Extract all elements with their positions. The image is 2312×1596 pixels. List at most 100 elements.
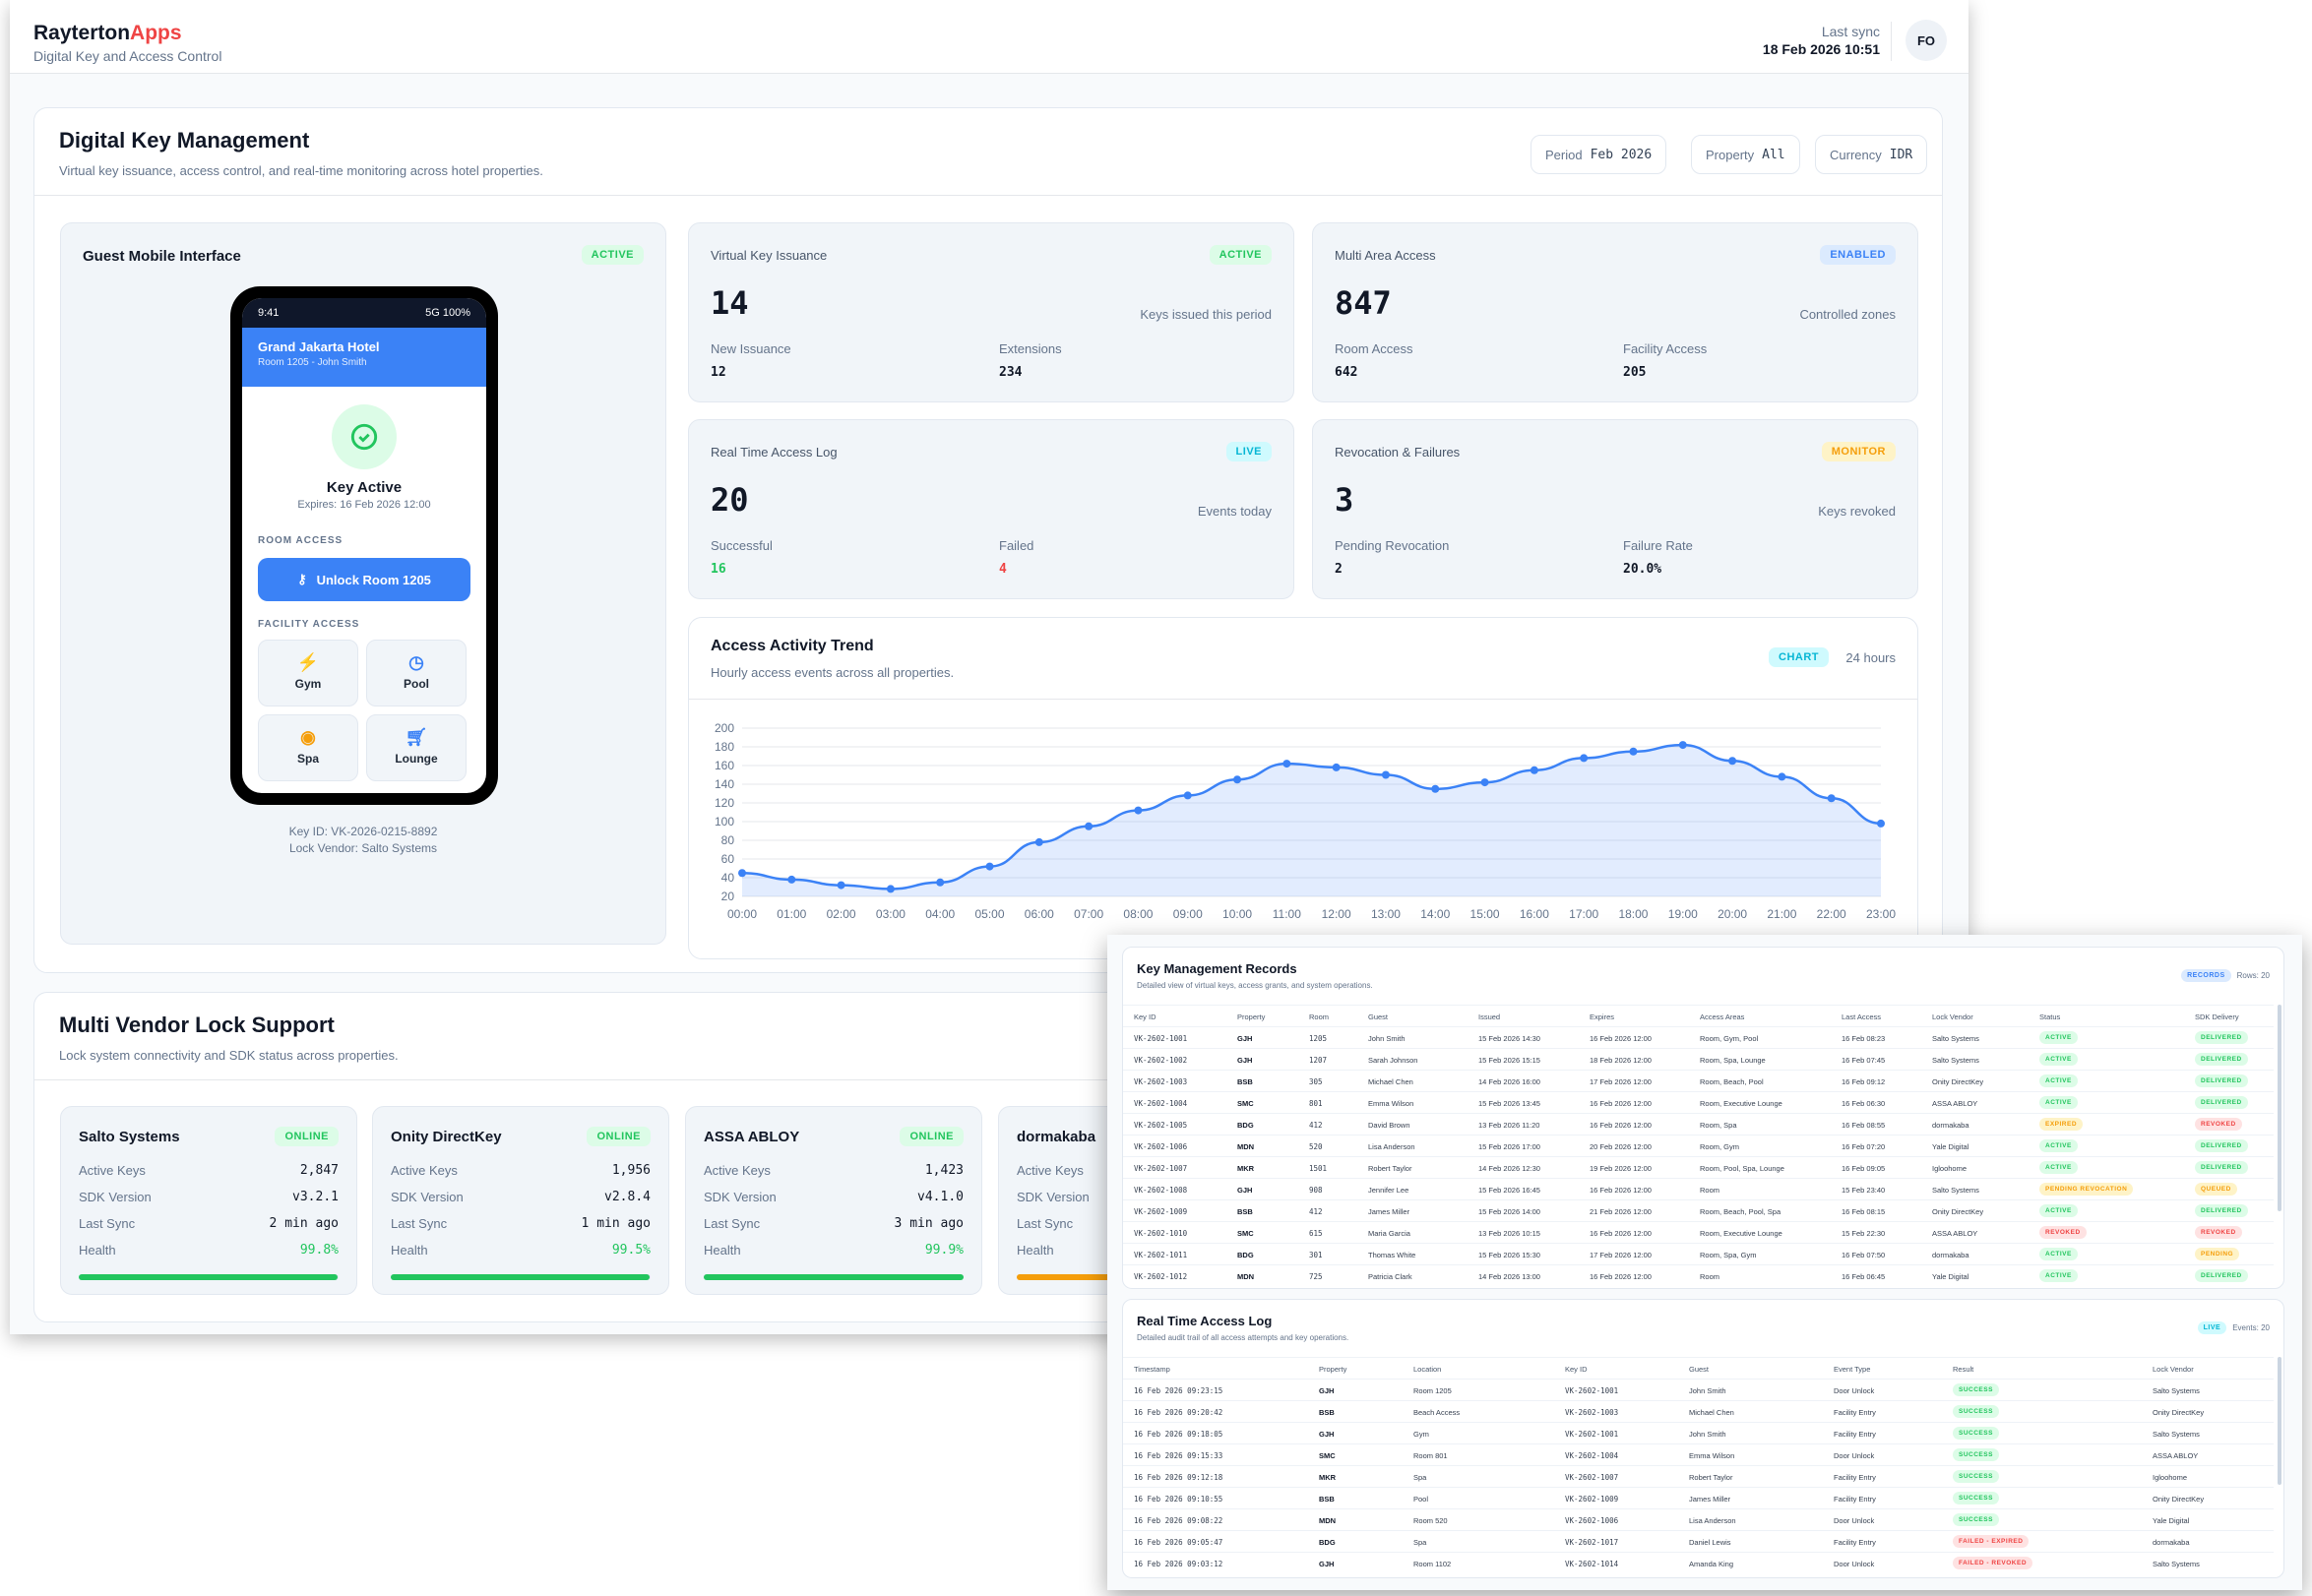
table-row[interactable]: VK-2602-1003 BSB 305 Michael Chen 14 Feb 202… xyxy=(1123,1070,2274,1091)
table-cell: Door Unlock xyxy=(1834,1451,1875,1460)
table-row[interactable]: 16 Feb 2026 09:10:55 BSB Pool VK-2602-1009 J… xyxy=(1123,1487,2274,1508)
table-row[interactable]: 16 Feb 2026 09:18:05 GJH Gym VK-2602-1001 Jo… xyxy=(1123,1422,2274,1443)
table-row[interactable]: VK-2602-1005 BDG 412 David Brown 13 Feb 2026… xyxy=(1123,1113,2274,1135)
column-header[interactable]: Issued xyxy=(1478,1013,1501,1021)
key-status: Key Active xyxy=(326,479,403,496)
unlock-room-button[interactable]: ⚷ Unlock Room 1205 xyxy=(258,558,470,601)
table-cell: VK-2602-1009 xyxy=(1565,1495,1619,1504)
vendor-card[interactable]: Salto Systems ONLINE Active Keys 2,847 SDK… xyxy=(60,1106,357,1295)
vendor-card[interactable]: ASSA ABLOY ONLINE Active Keys 1,423 SDK Ve… xyxy=(685,1106,982,1295)
table-cell: BSB xyxy=(1319,1495,1335,1504)
table-cell: GJH xyxy=(1237,1034,1253,1043)
table-cell: Amanda King xyxy=(1689,1560,1734,1568)
property-filter[interactable]: Property All xyxy=(1691,135,1800,174)
table-cell: EXPIRED xyxy=(2039,1118,2084,1131)
table-row[interactable]: VK-2602-1008 GJH 908 Jennifer Lee 15 Feb 202… xyxy=(1123,1178,2274,1199)
health-bar-fill xyxy=(391,1274,650,1280)
x-tick-label: 07:00 xyxy=(1074,907,1103,921)
column-header[interactable]: Guest xyxy=(1368,1013,1389,1021)
vendor-row-keys: Active Keys 1,956 xyxy=(391,1163,651,1178)
table-cell: Beach Access xyxy=(1413,1408,1461,1417)
column-header[interactable]: Last Access xyxy=(1842,1013,1882,1021)
facility-pool[interactable]: ◷ Pool xyxy=(366,640,467,706)
column-header[interactable]: Property xyxy=(1237,1013,1266,1021)
vendor-status-badge: ONLINE xyxy=(275,1127,339,1146)
vendor-card[interactable]: Onity DirectKey ONLINE Active Keys 1,956 S… xyxy=(372,1106,669,1295)
check-circle-icon xyxy=(332,404,397,469)
filter-label: Period xyxy=(1545,147,1583,162)
vendor-row-label: Health xyxy=(1017,1243,1054,1258)
column-header[interactable]: Status xyxy=(2039,1013,2061,1021)
facility-spa[interactable]: ◉ Spa xyxy=(258,714,358,781)
table-row[interactable]: 16 Feb 2026 09:08:22 MDN Room 520 VK-2602-1… xyxy=(1123,1508,2274,1530)
table-row[interactable]: VK-2602-1009 BSB 412 James Miller 15 Feb 202… xyxy=(1123,1199,2274,1221)
table-row[interactable]: 16 Feb 2026 09:23:15 GJH Room 1205 VK-2602-… xyxy=(1123,1379,2274,1400)
table-row[interactable]: 16 Feb 2026 09:12:18 MKR Spa VK-2602-1007 Ro… xyxy=(1123,1465,2274,1487)
table-row[interactable]: VK-2602-1011 BDG 301 Thomas White 15 Feb 202… xyxy=(1123,1243,2274,1264)
table-row[interactable]: VK-2602-1001 GJH 1205 John Smith 15 Feb 2026… xyxy=(1123,1026,2274,1048)
column-header[interactable]: Lock Vendor xyxy=(1932,1013,1973,1021)
column-header[interactable]: Key ID xyxy=(1134,1013,1156,1021)
table-row[interactable]: VK-2602-1010 SMC 615 Maria Garcia 13 Feb 202… xyxy=(1123,1221,2274,1243)
access-log-scrollbar[interactable] xyxy=(2278,1357,2281,1485)
facility-gym[interactable]: ⚡ Gym xyxy=(258,640,358,706)
table-cell: Room, Executive Lounge xyxy=(1700,1099,1782,1108)
stat-card: Multi Area Access ENABLED 847 Controlled… xyxy=(1312,222,1918,402)
table-row[interactable]: VK-2602-1006 MDN 520 Lisa Anderson 15 Feb 20… xyxy=(1123,1135,2274,1156)
table-row[interactable]: VK-2602-1004 SMC 801 Emma Wilson 15 Feb 2026… xyxy=(1123,1091,2274,1113)
table-cell: 16 Feb 2026 09:15:33 xyxy=(1134,1451,1223,1460)
column-header[interactable]: Key ID xyxy=(1565,1365,1588,1374)
column-header[interactable]: Guest xyxy=(1689,1365,1710,1374)
vendor-row-label: Last Sync xyxy=(704,1216,761,1231)
table-cell: PENDING xyxy=(2195,1248,2240,1260)
table-row[interactable]: 16 Feb 2026 09:03:12 GJH Room 1102 VK-2602-… xyxy=(1123,1552,2274,1573)
facility-lounge[interactable]: 🛒︎ Lounge xyxy=(366,714,467,781)
data-point xyxy=(936,878,945,887)
column-header[interactable]: Event Type xyxy=(1834,1365,1871,1374)
currency-filter[interactable]: Currency IDR xyxy=(1815,135,1928,174)
table-cell: FAILED - EXPIRED xyxy=(1953,1535,2030,1548)
column-header[interactable]: Result xyxy=(1953,1365,1974,1374)
table-cell: John Smith xyxy=(1689,1430,1726,1439)
health-bar-fill xyxy=(79,1274,339,1280)
table-cell: Igloohome xyxy=(1932,1164,1968,1173)
vendor-row-sdk: SDK Version v2.8.4 xyxy=(391,1190,651,1204)
data-point xyxy=(1134,806,1143,815)
table-row[interactable]: VK-2602-1007 MKR 1501 Robert Taylor 14 Feb 2… xyxy=(1123,1156,2274,1178)
column-header[interactable]: Timestamp xyxy=(1134,1365,1170,1374)
table-cell: GJH xyxy=(1319,1430,1335,1439)
table-cell: SUCCESS xyxy=(1953,1492,1999,1504)
vendor-row-label: Last Sync xyxy=(1017,1216,1074,1231)
brand-logo[interactable]: RaytertonApps xyxy=(33,22,182,45)
user-avatar[interactable]: FO xyxy=(1906,20,1947,61)
period-filter[interactable]: Period Feb 2026 xyxy=(1531,135,1667,174)
table-cell: MDN xyxy=(1319,1516,1337,1525)
column-header[interactable]: Access Areas xyxy=(1700,1013,1745,1021)
column-header[interactable]: SDK Delivery xyxy=(2195,1013,2239,1021)
table-cell: SUCCESS xyxy=(1953,1448,1999,1461)
vendor-row-sync: Last Sync 1 min ago xyxy=(391,1216,651,1231)
cart-icon: 🛒︎ xyxy=(405,727,428,747)
table-row[interactable]: 16 Feb 2026 09:05:47 BDG Spa VK-2602-1017 Da… xyxy=(1123,1530,2274,1552)
column-header[interactable]: Location xyxy=(1413,1365,1442,1374)
bolt-icon: ⚡ xyxy=(296,652,320,672)
table-cell: DELIVERED xyxy=(2195,1269,2248,1282)
table-row[interactable]: VK-2602-1012 MDN 725 Patricia Clark 14 Feb 2… xyxy=(1123,1264,2274,1286)
table-cell: QUEUED xyxy=(2195,1183,2237,1196)
table-row[interactable]: 16 Feb 2026 09:15:33 SMC Room 801 VK-2602-1… xyxy=(1123,1443,2274,1465)
column-header[interactable]: Property xyxy=(1319,1365,1347,1374)
stat-sub-label: Facility Access xyxy=(1623,341,1708,356)
x-tick-label: 03:00 xyxy=(876,907,906,921)
column-header[interactable]: Lock Vendor xyxy=(2153,1365,2194,1374)
column-header[interactable]: Expires xyxy=(1590,1013,1615,1021)
column-header[interactable]: Room xyxy=(1309,1013,1330,1021)
access-log-title: Real Time Access Log xyxy=(1137,1314,1273,1328)
table-row[interactable]: 16 Feb 2026 09:20:42 BSB Beach Access VK-26… xyxy=(1123,1400,2274,1422)
records-scrollbar[interactable] xyxy=(2278,1005,2281,1211)
table-cell: DELIVERED xyxy=(2195,1053,2248,1066)
table-row[interactable]: VK-2602-1002 GJH 1207 Sarah Johnson 15 Feb 2… xyxy=(1123,1048,2274,1070)
table-cell: 412 xyxy=(1309,1207,1323,1216)
data-point xyxy=(1580,754,1589,763)
room-guest: Room 1205 - John Smith xyxy=(258,357,367,368)
x-tick-label: 00:00 xyxy=(727,907,757,921)
